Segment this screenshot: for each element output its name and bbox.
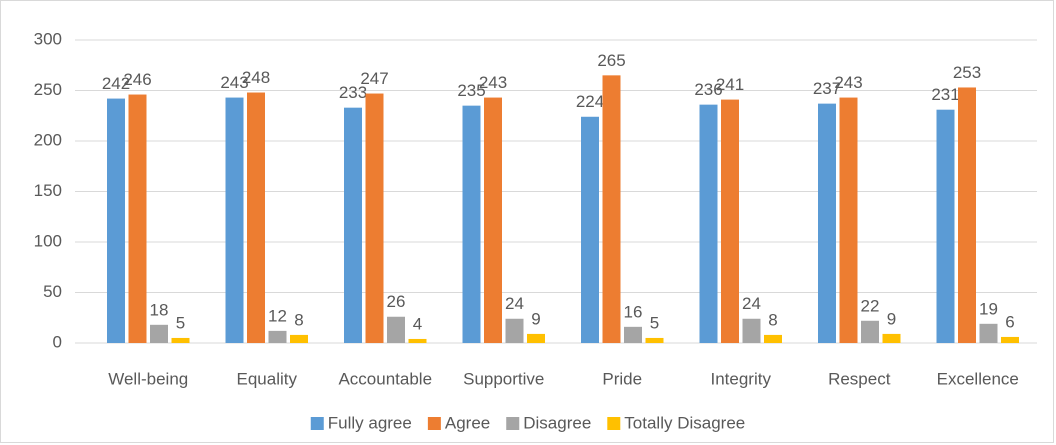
data-label: 236 xyxy=(694,80,722,99)
data-label: 4 xyxy=(413,314,422,333)
bar xyxy=(839,97,858,343)
data-label: 243 xyxy=(834,73,862,92)
y-tick-label: 300 xyxy=(34,29,62,48)
data-label: 26 xyxy=(387,292,406,311)
legend-label: Agree xyxy=(445,413,490,432)
bar xyxy=(408,338,427,343)
y-tick-label: 50 xyxy=(43,282,62,301)
data-label: 6 xyxy=(1005,312,1014,331)
data-label: 247 xyxy=(360,69,388,88)
bar xyxy=(958,87,976,343)
bar xyxy=(150,324,168,343)
x-tick-label: Integrity xyxy=(711,369,772,388)
legend-swatch xyxy=(607,417,621,430)
bar xyxy=(247,92,265,344)
bar xyxy=(527,333,545,343)
y-tick-label: 200 xyxy=(34,130,62,149)
bar xyxy=(1001,336,1019,343)
bar xyxy=(581,116,599,343)
y-tick-label: 0 xyxy=(53,332,62,351)
bar xyxy=(462,105,481,344)
data-label: 241 xyxy=(716,75,744,94)
legend-label: Disagree xyxy=(523,413,591,432)
data-label: 16 xyxy=(624,302,643,321)
legend-label: Fully agree xyxy=(328,413,412,432)
data-label: 243 xyxy=(220,73,248,92)
bar xyxy=(171,337,190,343)
bar xyxy=(742,318,761,343)
data-label: 265 xyxy=(597,51,625,70)
x-tick-label: Well-being xyxy=(108,369,188,388)
bar xyxy=(645,337,664,343)
data-label: 24 xyxy=(505,294,524,313)
data-label: 246 xyxy=(123,70,151,89)
data-label: 242 xyxy=(102,74,130,93)
y-tick-label: 150 xyxy=(34,181,62,200)
bar xyxy=(602,75,621,343)
data-label: 18 xyxy=(150,300,169,319)
bar xyxy=(484,97,502,343)
bar xyxy=(936,109,955,343)
y-tick-label: 100 xyxy=(34,231,62,250)
bar xyxy=(387,316,405,343)
bar xyxy=(861,320,879,343)
bar xyxy=(979,323,998,343)
bar xyxy=(344,107,362,343)
bar xyxy=(764,334,782,343)
bar xyxy=(624,326,642,343)
x-tick-label: Accountable xyxy=(338,369,432,388)
data-label: 5 xyxy=(176,313,185,332)
bar xyxy=(225,97,244,343)
data-label: 5 xyxy=(650,313,659,332)
data-label: 235 xyxy=(457,81,485,100)
bar xyxy=(818,103,836,343)
bar xyxy=(699,104,718,343)
x-tick-label: Equality xyxy=(237,369,298,388)
data-label: 8 xyxy=(768,310,777,329)
data-label: 224 xyxy=(576,92,604,111)
bar xyxy=(268,330,287,343)
data-label: 9 xyxy=(531,309,540,328)
data-label: 24 xyxy=(742,294,761,313)
x-tick-label: Excellence xyxy=(937,369,1019,388)
bar xyxy=(882,333,901,343)
y-tick-label: 250 xyxy=(34,80,62,99)
bar xyxy=(721,99,739,343)
data-label: 19 xyxy=(979,299,998,318)
data-label: 253 xyxy=(953,63,981,82)
legend-label: Totally Disagree xyxy=(624,413,745,432)
bar xyxy=(290,334,308,343)
data-label: 237 xyxy=(813,79,841,98)
data-label: 8 xyxy=(294,310,303,329)
bar xyxy=(505,318,524,343)
data-label: 22 xyxy=(861,296,880,315)
data-label: 12 xyxy=(268,306,287,325)
legend-swatch xyxy=(310,417,324,430)
data-label: 233 xyxy=(339,83,367,102)
data-label: 9 xyxy=(887,309,896,328)
bar xyxy=(128,94,147,343)
x-tick-label: Pride xyxy=(602,369,642,388)
x-tick-label: Respect xyxy=(828,369,891,388)
data-label: 248 xyxy=(242,68,270,87)
bar xyxy=(107,98,125,343)
data-label: 231 xyxy=(931,85,959,104)
legend-swatch xyxy=(427,417,441,430)
bar xyxy=(365,93,384,343)
data-label: 243 xyxy=(479,73,507,92)
x-tick-label: Supportive xyxy=(463,369,544,388)
legend-swatch xyxy=(506,417,520,430)
